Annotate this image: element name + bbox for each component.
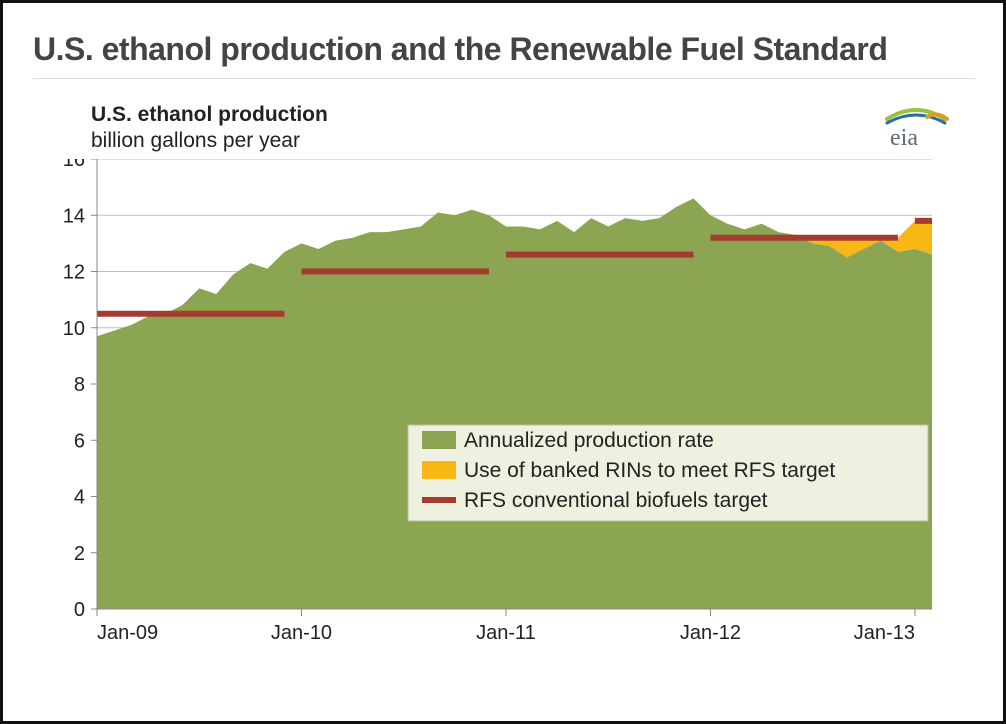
y-tick-label: 16 xyxy=(63,159,85,171)
x-tick-label: Jan-13 xyxy=(854,622,915,644)
y-tick-label: 0 xyxy=(74,599,85,621)
legend-label: Annualized production rate xyxy=(464,429,714,452)
y-tick-label: 6 xyxy=(74,430,85,452)
x-tick-label: Jan-09 xyxy=(97,622,158,644)
figure-frame: U.S. ethanol production and the Renewabl… xyxy=(0,0,1006,724)
svg-text:eia: eia xyxy=(890,125,918,149)
y-tick-label: 2 xyxy=(74,543,85,565)
chart-title: U.S. ethanol production xyxy=(91,103,975,127)
chart-container: U.S. ethanol production billion gallons … xyxy=(39,103,975,669)
divider xyxy=(33,78,975,79)
x-tick-label: Jan-12 xyxy=(680,622,741,644)
y-tick-label: 12 xyxy=(63,262,85,284)
y-tick-label: 14 xyxy=(63,205,85,227)
x-tick-label: Jan-10 xyxy=(271,622,332,644)
production-area xyxy=(97,198,932,609)
legend: Annualized production rate Use of banked … xyxy=(408,425,928,521)
legend-label: Use of banked RINs to meet RFS target xyxy=(464,459,835,482)
legend-label: RFS conventional biofuels target xyxy=(464,489,768,512)
y-tick-label: 4 xyxy=(74,487,85,509)
y-tick-label: 8 xyxy=(74,374,85,396)
y-tick-label: 10 xyxy=(63,318,85,340)
eia-logo-icon: eia xyxy=(881,105,951,149)
ethanol-chart: 0 2 4 6 8 10 12 14 16 Jan-09 Jan-10 Jan-11 Jan-12 Jan… xyxy=(39,159,959,669)
figure-title: U.S. ethanol production and the Renewabl… xyxy=(33,31,975,68)
chart-subtitle: billion gallons per year xyxy=(91,129,975,153)
x-tick-label: Jan-11 xyxy=(476,622,536,644)
